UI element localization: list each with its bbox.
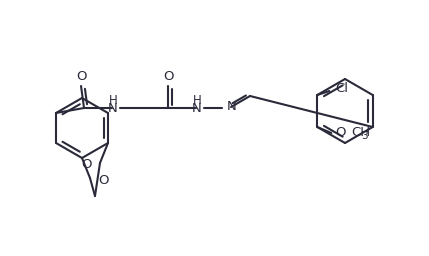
Text: H: H [193,93,201,106]
Text: O: O [163,70,173,83]
Text: N: N [227,101,237,113]
Text: O: O [335,126,346,140]
Text: O: O [98,174,109,187]
Text: CH: CH [351,126,370,140]
Text: O: O [82,158,92,172]
Text: O: O [76,70,86,83]
Text: N: N [192,101,202,114]
Text: 3: 3 [361,131,368,141]
Text: H: H [109,93,118,106]
Text: Cl: Cl [335,82,348,95]
Text: N: N [108,101,118,114]
